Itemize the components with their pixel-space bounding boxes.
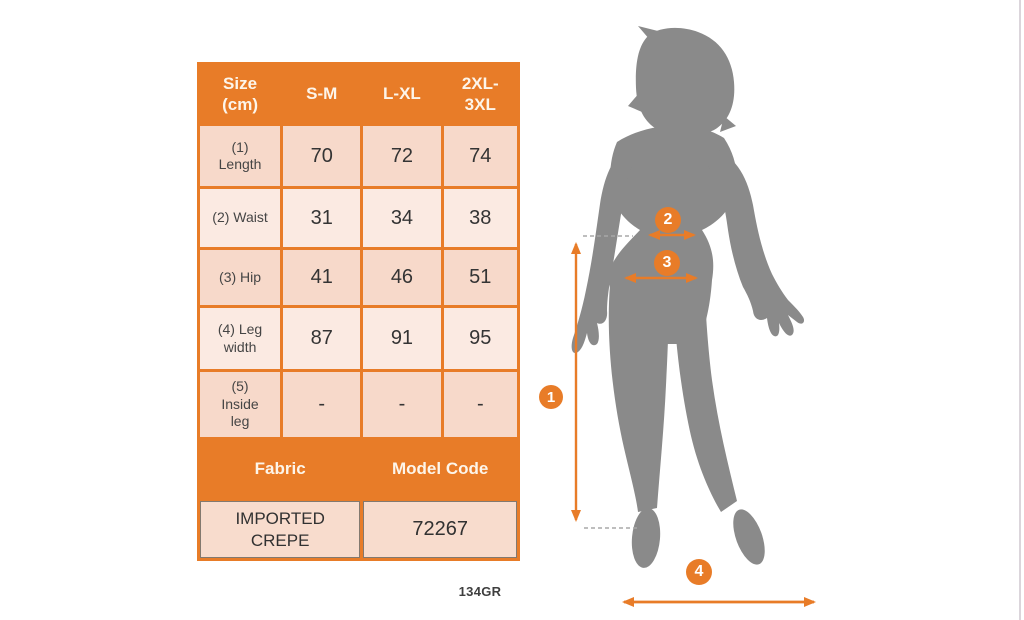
model-code-header-cell: Model Code <box>363 440 517 498</box>
measure-badge-4: 4 <box>686 559 712 585</box>
value-cell: 38 <box>443 189 517 247</box>
value-cell: 72 <box>363 126 441 186</box>
column-header-2xl-3xl: 2XL- 3XL <box>443 65 517 123</box>
size-header-cell: Size (cm) <box>200 65 281 123</box>
fabric-value-cell: IMPORTED CREPE <box>200 501 361 558</box>
value-cell: 41 <box>283 250 361 305</box>
value-cell: 91 <box>363 308 441 369</box>
value-cell: 51 <box>443 250 517 305</box>
value-cell: 34 <box>363 189 441 247</box>
size-table: Size (cm) S-M L-XL 2XL- 3XL (1) Length 7… <box>197 62 520 561</box>
value-cell: 46 <box>363 250 441 305</box>
row-label-hip: (3) Hip <box>200 250 281 305</box>
row-label-waist: (2) Waist <box>200 189 281 247</box>
measure-badge-2: 2 <box>655 207 681 233</box>
measure-badge-1: 1 <box>539 385 563 409</box>
weight-footnote: 134GR <box>458 584 502 599</box>
row-label-length: (1) Length <box>200 126 281 186</box>
fabric-header-cell: Fabric <box>200 440 361 498</box>
value-cell: 74 <box>443 126 517 186</box>
woman-silhouette-icon <box>571 26 805 568</box>
row-label-leg-width: (4) Leg width <box>200 308 281 369</box>
value-cell: - <box>363 372 441 437</box>
measure-badge-3: 3 <box>654 250 680 276</box>
value-cell: - <box>443 372 517 437</box>
column-header-l-xl: L-XL <box>363 65 441 123</box>
value-cell: 70 <box>283 126 361 186</box>
value-cell: - <box>283 372 361 437</box>
model-code-value-cell: 72267 <box>363 501 517 558</box>
value-cell: 31 <box>283 189 361 247</box>
value-cell: 87 <box>283 308 361 369</box>
page-edge-line <box>1019 0 1021 620</box>
row-label-inside-leg: (5) Inside leg <box>200 372 281 437</box>
column-header-s-m: S-M <box>283 65 361 123</box>
value-cell: 95 <box>443 308 517 369</box>
